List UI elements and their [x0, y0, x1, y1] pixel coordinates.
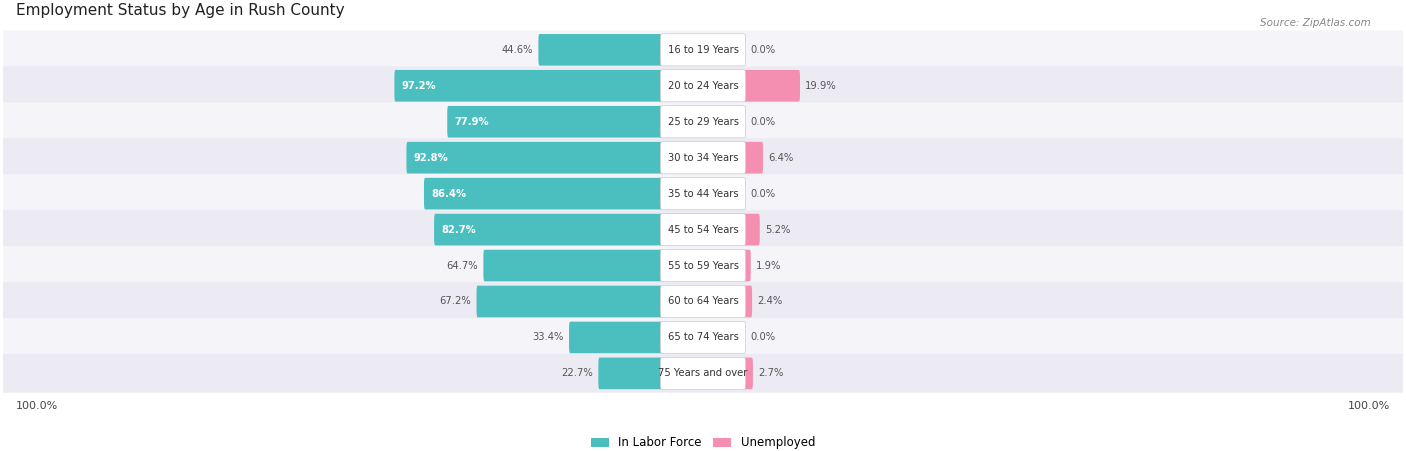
FancyBboxPatch shape	[1, 210, 1405, 249]
Text: 0.0%: 0.0%	[751, 45, 776, 55]
Bar	[658, 148, 662, 167]
FancyBboxPatch shape	[1, 102, 1405, 141]
Bar	[744, 364, 748, 383]
FancyBboxPatch shape	[744, 142, 763, 174]
Text: 0.0%: 0.0%	[751, 332, 776, 342]
Text: 16 to 19 Years: 16 to 19 Years	[668, 45, 738, 55]
FancyBboxPatch shape	[477, 285, 662, 318]
FancyBboxPatch shape	[661, 249, 745, 281]
Text: 86.4%: 86.4%	[432, 189, 467, 198]
FancyBboxPatch shape	[1, 30, 1405, 69]
Text: 55 to 59 Years: 55 to 59 Years	[668, 261, 738, 271]
Bar	[658, 112, 662, 131]
Text: 82.7%: 82.7%	[441, 225, 477, 235]
FancyBboxPatch shape	[661, 142, 745, 174]
Text: 0.0%: 0.0%	[751, 189, 776, 198]
Text: 77.9%: 77.9%	[454, 117, 489, 127]
FancyBboxPatch shape	[1, 318, 1405, 357]
Text: 33.4%: 33.4%	[533, 332, 564, 342]
Legend: In Labor Force, Unemployed: In Labor Force, Unemployed	[586, 432, 820, 451]
Text: 5.2%: 5.2%	[765, 225, 790, 235]
FancyBboxPatch shape	[406, 142, 662, 174]
FancyBboxPatch shape	[1, 138, 1405, 177]
Bar	[744, 220, 748, 239]
Text: 100.0%: 100.0%	[1348, 401, 1391, 411]
FancyBboxPatch shape	[661, 213, 745, 246]
Bar	[658, 256, 662, 275]
Text: 44.6%: 44.6%	[502, 45, 533, 55]
FancyBboxPatch shape	[538, 34, 662, 66]
Text: 25 to 29 Years: 25 to 29 Years	[668, 117, 738, 127]
Bar	[744, 148, 748, 167]
Text: 67.2%: 67.2%	[440, 296, 471, 307]
Text: 97.2%: 97.2%	[402, 81, 436, 91]
Text: Source: ZipAtlas.com: Source: ZipAtlas.com	[1260, 18, 1371, 28]
FancyBboxPatch shape	[744, 214, 759, 245]
FancyBboxPatch shape	[1, 354, 1405, 393]
Text: 0.0%: 0.0%	[751, 117, 776, 127]
FancyBboxPatch shape	[661, 34, 745, 66]
Text: 6.4%: 6.4%	[768, 153, 793, 163]
Text: 2.7%: 2.7%	[758, 368, 783, 378]
Text: 19.9%: 19.9%	[806, 81, 837, 91]
FancyBboxPatch shape	[1, 282, 1405, 321]
FancyBboxPatch shape	[1, 66, 1405, 105]
FancyBboxPatch shape	[484, 250, 662, 281]
Text: 64.7%: 64.7%	[447, 261, 478, 271]
Text: 2.4%: 2.4%	[758, 296, 783, 307]
Text: 1.9%: 1.9%	[756, 261, 782, 271]
Text: 22.7%: 22.7%	[561, 368, 593, 378]
FancyBboxPatch shape	[1, 174, 1405, 213]
Bar	[658, 220, 662, 239]
Text: 35 to 44 Years: 35 to 44 Years	[668, 189, 738, 198]
FancyBboxPatch shape	[661, 106, 745, 138]
Text: 100.0%: 100.0%	[15, 401, 58, 411]
FancyBboxPatch shape	[744, 285, 752, 318]
FancyBboxPatch shape	[744, 250, 751, 281]
Bar	[658, 184, 662, 203]
Text: 75 Years and over: 75 Years and over	[658, 368, 748, 378]
Bar	[744, 256, 748, 275]
FancyBboxPatch shape	[661, 178, 745, 210]
FancyBboxPatch shape	[425, 178, 662, 209]
FancyBboxPatch shape	[744, 70, 800, 101]
FancyBboxPatch shape	[434, 214, 662, 245]
Bar	[658, 292, 662, 311]
Bar	[658, 76, 662, 95]
Bar	[658, 364, 662, 383]
FancyBboxPatch shape	[661, 357, 745, 390]
FancyBboxPatch shape	[395, 70, 662, 101]
FancyBboxPatch shape	[599, 358, 662, 389]
Bar	[744, 292, 748, 311]
Text: 92.8%: 92.8%	[413, 153, 449, 163]
FancyBboxPatch shape	[569, 322, 662, 353]
Text: 65 to 74 Years: 65 to 74 Years	[668, 332, 738, 342]
FancyBboxPatch shape	[1, 246, 1405, 285]
FancyBboxPatch shape	[744, 358, 754, 389]
FancyBboxPatch shape	[661, 70, 745, 102]
FancyBboxPatch shape	[661, 322, 745, 354]
FancyBboxPatch shape	[661, 285, 745, 318]
Text: Employment Status by Age in Rush County: Employment Status by Age in Rush County	[15, 3, 344, 18]
Text: 20 to 24 Years: 20 to 24 Years	[668, 81, 738, 91]
Bar	[658, 41, 662, 59]
Bar	[744, 76, 748, 95]
Bar	[658, 328, 662, 347]
Text: 60 to 64 Years: 60 to 64 Years	[668, 296, 738, 307]
FancyBboxPatch shape	[447, 106, 662, 138]
Text: 45 to 54 Years: 45 to 54 Years	[668, 225, 738, 235]
Text: 30 to 34 Years: 30 to 34 Years	[668, 153, 738, 163]
